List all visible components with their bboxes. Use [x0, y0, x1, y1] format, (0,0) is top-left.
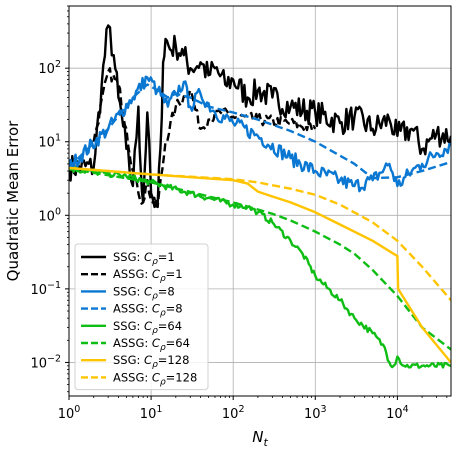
series-line: [69, 166, 451, 364]
series-line: [69, 75, 451, 193]
legend-symbol: C: [152, 336, 160, 350]
legend-suffix: =1: [158, 250, 175, 264]
x-tick-exp: 0: [74, 404, 80, 415]
legend-entry: SSG: Cρ=64: [113, 319, 182, 336]
y-tick-label: 102: [38, 59, 61, 77]
x-tick-label: 104: [386, 404, 409, 422]
legend-entry: ASSG: Cρ=64: [113, 336, 190, 353]
y-tick-base: 10: [30, 356, 47, 371]
x-tick-label: 100: [58, 404, 81, 422]
y-tick-exp: 0: [55, 206, 61, 217]
legend-prefix: ASSG:: [113, 336, 152, 350]
legend-subscript: ρ: [152, 257, 158, 267]
legend-suffix: =64: [158, 319, 182, 333]
x-tick-label: 103: [304, 404, 327, 422]
legend-symbol: C: [144, 319, 152, 333]
legend-suffix: =8: [166, 302, 183, 316]
x-tick-exp: 2: [238, 404, 244, 415]
legend-suffix: =128: [166, 370, 198, 384]
x-tick-exp: 4: [403, 404, 409, 415]
legend-entry: ASSG: Cρ=128: [113, 370, 197, 387]
x-tick-base: 10: [304, 407, 321, 422]
legend-entry: SSG: Cρ=8: [113, 284, 175, 301]
legend-entry: SSG: Cρ=128: [113, 353, 189, 370]
series-line: [69, 83, 451, 180]
legend-symbol: C: [152, 302, 160, 316]
y-tick-label: 101: [38, 133, 61, 151]
y-tick-exp: −1: [47, 280, 61, 291]
y-tick-base: 10: [38, 209, 55, 224]
legend-prefix: ASSG:: [113, 302, 152, 316]
y-tick-exp: 2: [55, 59, 61, 70]
legend-entry: ASSG: Cρ=1: [113, 267, 183, 284]
legend-entry: SSG: Cρ=1: [113, 250, 175, 267]
y-tick-exp: 1: [55, 133, 61, 144]
x-axis-label: Nt: [252, 428, 268, 449]
legend-subscript: ρ: [152, 326, 158, 336]
legend-suffix: =1: [166, 267, 183, 281]
y-tick-label: 100: [38, 206, 61, 224]
legend-entry: ASSG: Cρ=8: [113, 302, 183, 319]
series-line: [69, 167, 451, 351]
x-axis-label-main: N: [252, 428, 263, 446]
y-tick-label: 10−1: [30, 280, 61, 298]
y-tick-base: 10: [30, 283, 47, 298]
series-line: [92, 67, 317, 209]
y-tick-exp: −2: [47, 353, 61, 364]
x-tick-base: 10: [140, 407, 157, 422]
x-tick-exp: 3: [321, 404, 327, 415]
legend-suffix: =64: [166, 336, 190, 350]
legend-symbol: C: [144, 284, 152, 298]
y-tick-base: 10: [38, 62, 55, 77]
x-axis-label-sub: t: [263, 436, 268, 449]
legend-subscript: ρ: [160, 309, 166, 319]
legend-symbol: C: [144, 353, 152, 367]
legend-prefix: ASSG:: [113, 370, 152, 384]
legend-subscript: ρ: [160, 377, 166, 387]
legend-prefix: SSG:: [113, 319, 144, 333]
x-tick-base: 10: [58, 407, 75, 422]
y-tick-base: 10: [38, 136, 55, 151]
series-line: [69, 166, 451, 302]
x-tick-label: 101: [140, 404, 163, 422]
y-tick-label: 10−2: [30, 353, 61, 371]
y-axis-label: Quadratic Mean Error: [4, 120, 22, 281]
legend-box: [74, 243, 209, 391]
series-lines: [69, 24, 451, 369]
legend-suffix: =8: [158, 284, 175, 298]
legend-subscript: ρ: [152, 360, 158, 370]
legend-prefix: SSG:: [113, 353, 144, 367]
legend-subscript: ρ: [160, 274, 166, 284]
x-tick-base: 10: [386, 407, 403, 422]
legend-prefix: ASSG:: [113, 267, 152, 281]
legend-symbol: C: [152, 370, 160, 384]
x-tick-exp: 1: [156, 404, 162, 415]
legend-suffix: =128: [158, 353, 190, 367]
legend-subscript: ρ: [160, 343, 166, 353]
legend-prefix: SSG:: [113, 284, 144, 298]
x-tick-label: 102: [222, 404, 245, 422]
legend-symbol: C: [144, 250, 152, 264]
legend-prefix: SSG:: [113, 250, 144, 264]
series-line: [69, 166, 451, 369]
plot-frame: [68, 5, 452, 397]
x-tick-base: 10: [222, 407, 239, 422]
legend-subscript: ρ: [152, 291, 158, 301]
legend-symbol: C: [152, 267, 160, 281]
